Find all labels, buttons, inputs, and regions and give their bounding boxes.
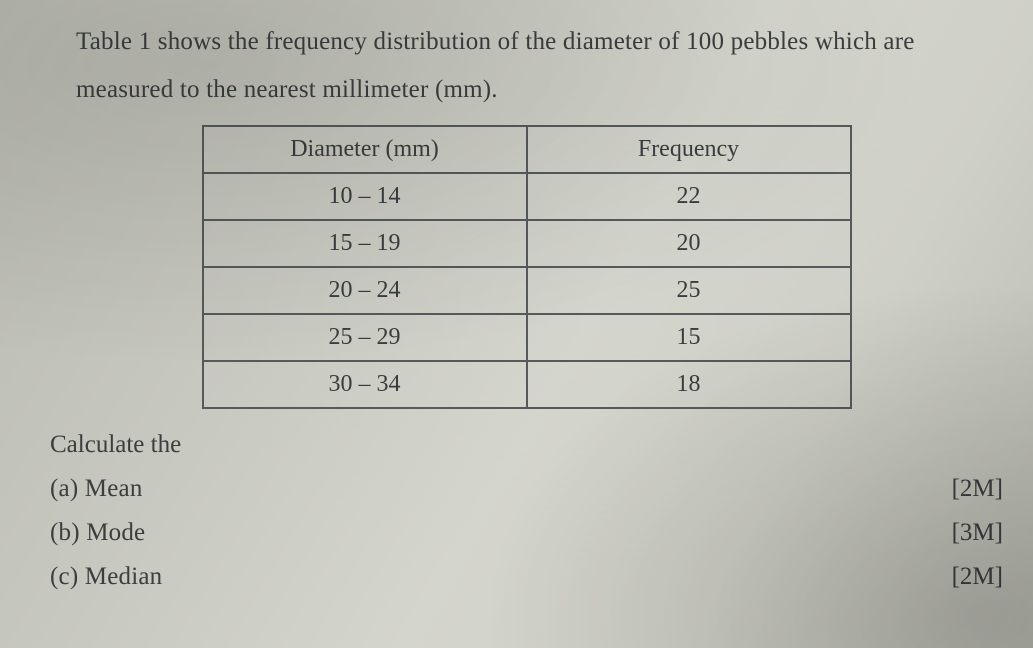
frequency-table-wrap: Diameter (mm) Frequency 10 – 14 22 15 – … — [48, 125, 1005, 409]
part-row: (c) Median [2M] — [50, 563, 1005, 591]
cell-frequency: 25 — [527, 267, 851, 314]
table-row: 25 – 29 15 — [203, 314, 851, 361]
intro-line-1: Table 1 shows the frequency distribution… — [76, 28, 915, 55]
part-row: (b) Mode [3M] — [50, 519, 1005, 547]
intro-line-2: measured to the nearest millimeter (mm). — [76, 76, 498, 103]
cell-frequency: 18 — [527, 361, 851, 408]
cell-frequency: 22 — [527, 173, 851, 220]
part-row: (a) Mean [2M] — [50, 475, 1005, 503]
cell-diameter: 15 – 19 — [203, 220, 527, 267]
cell-diameter: 10 – 14 — [203, 173, 527, 220]
calculate-heading: Calculate the — [50, 431, 1005, 459]
cell-frequency: 20 — [527, 220, 851, 267]
col-header-frequency: Frequency — [527, 126, 851, 173]
question-intro: Table 1 shows the frequency distribution… — [76, 18, 1005, 113]
cell-frequency: 15 — [527, 314, 851, 361]
part-marks-a: [2M] — [952, 475, 1005, 503]
table-row: 30 – 34 18 — [203, 361, 851, 408]
frequency-table: Diameter (mm) Frequency 10 – 14 22 15 – … — [202, 125, 852, 409]
cell-diameter: 25 – 29 — [203, 314, 527, 361]
part-label-b: (b) Mode — [50, 519, 145, 547]
part-marks-c: [2M] — [952, 563, 1005, 591]
cell-diameter: 30 – 34 — [203, 361, 527, 408]
table-row: 10 – 14 22 — [203, 173, 851, 220]
cell-diameter: 20 – 24 — [203, 267, 527, 314]
question-parts: (a) Mean [2M] (b) Mode [3M] (c) Median [… — [50, 475, 1005, 591]
part-label-a: (a) Mean — [50, 475, 143, 503]
table-row: 20 – 24 25 — [203, 267, 851, 314]
col-header-diameter: Diameter (mm) — [203, 126, 527, 173]
table-row: 15 – 19 20 — [203, 220, 851, 267]
part-marks-b: [3M] — [952, 519, 1005, 547]
part-label-c: (c) Median — [50, 563, 162, 591]
table-header-row: Diameter (mm) Frequency — [203, 126, 851, 173]
